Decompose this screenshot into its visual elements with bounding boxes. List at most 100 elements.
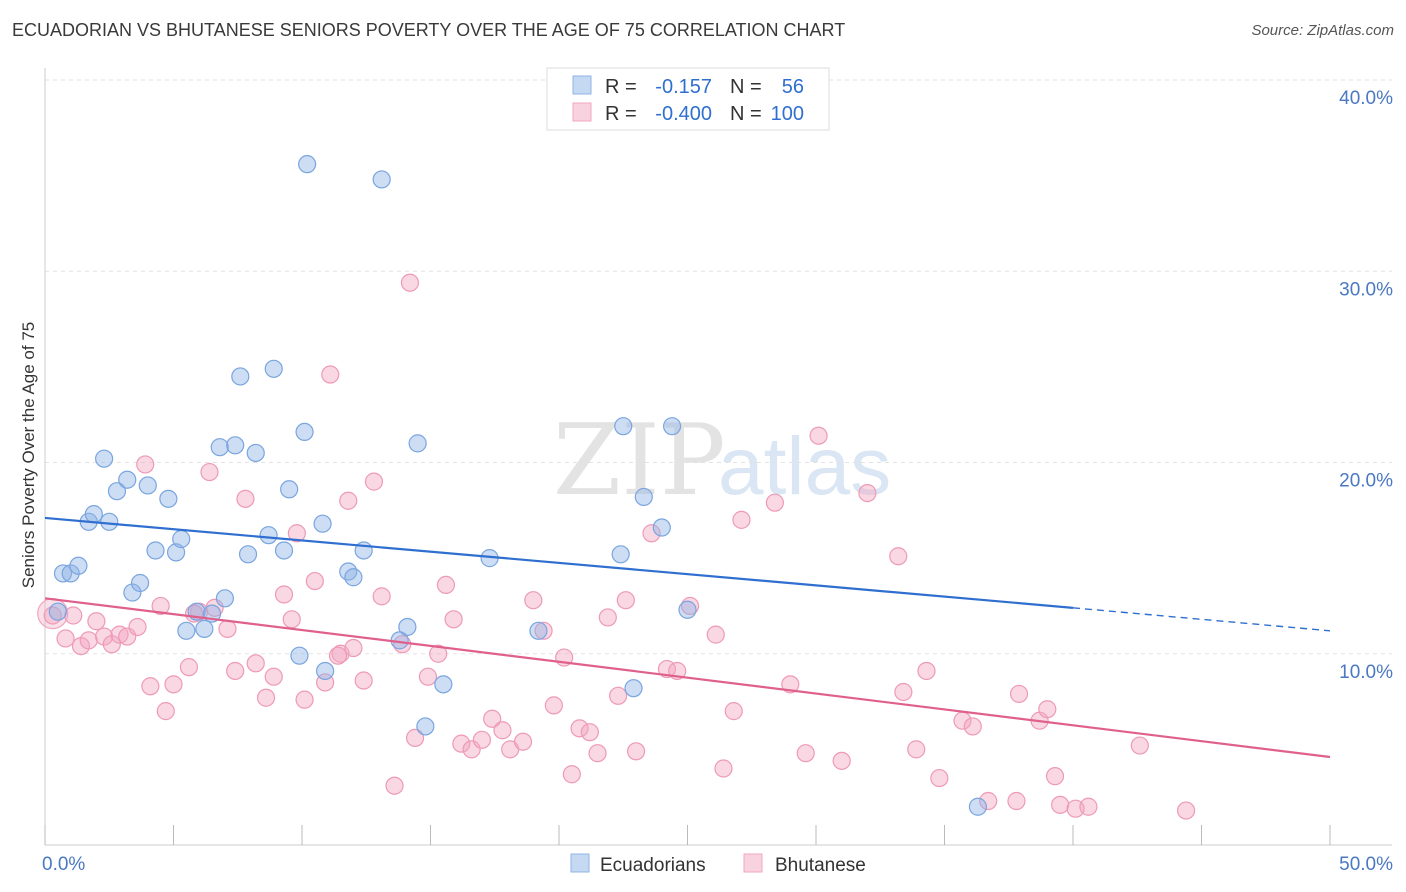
bhutanese-point <box>444 610 463 629</box>
y-tick-labels: 10.0% 20.0% 30.0% 40.0% <box>1339 88 1393 683</box>
ecuadorian-point <box>53 564 73 583</box>
y-tick-label: 10.0% <box>1339 662 1393 683</box>
ecuadorian-point <box>226 436 245 455</box>
ecuadorian-point <box>215 589 234 608</box>
bhutanese-point <box>287 524 306 543</box>
bhutanese-point <box>580 723 599 742</box>
bhutanese-point <box>889 547 908 566</box>
bhutanese-point <box>524 591 543 610</box>
ecuadorian-point <box>138 476 157 495</box>
bhutanese-point <box>328 646 348 665</box>
ecuadorian-point <box>678 600 697 619</box>
bhutanese-point <box>102 635 121 654</box>
bhutanese-point <box>1038 700 1057 719</box>
ecuadorian-point <box>246 443 265 463</box>
legend-bhutanese-n-value: 100 <box>771 103 804 125</box>
ecuadorian-point <box>434 675 453 694</box>
bhutanese-point <box>493 721 512 740</box>
watermark-atlas: atlas <box>718 421 891 512</box>
bhutanese-point <box>236 489 255 508</box>
bhutanese-points <box>37 273 1196 820</box>
bhutanese-point <box>264 667 283 686</box>
ecuadorian-point <box>107 482 127 501</box>
ecuadorian-point <box>280 480 299 499</box>
ecuadorian-point <box>662 417 682 436</box>
bhutanese-point <box>858 484 877 503</box>
source-label: Source: ZipAtlas.com <box>1251 22 1394 39</box>
ecuadorian-point <box>84 505 103 524</box>
ecuadorian-point <box>968 797 988 816</box>
bhutanese-point <box>179 658 199 677</box>
bhutanese-point <box>339 491 358 510</box>
bhutanese-point <box>917 661 936 681</box>
ecuadorian-points <box>48 155 988 816</box>
bhutanese-point <box>295 690 314 709</box>
bhutanese-point <box>732 510 751 529</box>
bhutanese-point <box>321 365 340 384</box>
legend-bottom: Ecuadorians Bhutanese <box>570 853 866 876</box>
bhutanese-point <box>256 688 276 707</box>
bhutanese-point <box>56 629 75 648</box>
ecuadorian-point <box>652 518 671 537</box>
bhutanese-point <box>472 730 491 749</box>
ecuadorian-point <box>210 438 229 457</box>
bhutanese-point <box>570 719 589 738</box>
bhutanese-point <box>1176 801 1196 820</box>
legend-ecuadorians-n-value: 56 <box>782 76 804 98</box>
bhutanese-point <box>151 596 170 616</box>
legend-ecuadorians-swatch <box>572 75 592 95</box>
bhutanese-point <box>1130 736 1149 755</box>
bhutanese-point <box>765 493 784 512</box>
trend-lines <box>44 516 1331 759</box>
bhutanese-point <box>405 728 425 748</box>
legend-bottom-ecuadorians-label: Ecuadorians <box>600 855 706 876</box>
bhutanese-point <box>894 682 913 702</box>
bhutanese-point <box>513 732 533 751</box>
bhutanese-point <box>724 702 743 721</box>
ecuadorian-point <box>146 541 165 560</box>
bhutanese-point <box>436 575 456 595</box>
bhutanese-point <box>354 671 373 690</box>
ecuadorian-point <box>166 543 186 562</box>
bhutanese-point <box>544 696 563 715</box>
axes <box>44 68 1392 846</box>
ecuadorian-point <box>290 646 309 665</box>
legend-box <box>546 67 830 131</box>
bhutanese-point <box>452 734 471 753</box>
ecuadorian-point <box>416 717 435 736</box>
bhutanese-point <box>418 667 438 686</box>
ecuadorian-point <box>634 487 653 507</box>
bhutanese-point <box>1079 797 1098 816</box>
legend-bottom-ecuadorians-swatch <box>570 853 590 873</box>
ecuadorian-point <box>100 512 119 531</box>
bhutanese-point <box>781 675 800 694</box>
ecuadorian-point <box>159 489 178 508</box>
bhutanese-point <box>706 625 725 644</box>
bhutanese-point <box>562 765 581 784</box>
ecuadorians-trend-line <box>44 516 1074 609</box>
bhutanese-point <box>1007 791 1026 811</box>
watermark-zip: ZIP <box>553 404 726 518</box>
bhutanese-point <box>907 740 926 759</box>
legend-ecuadorians-n-label: N = <box>730 76 762 98</box>
bhutanese-point <box>796 744 815 763</box>
ecuadorian-point <box>398 617 417 637</box>
ecuadorian-point <box>123 583 142 602</box>
bhutanese-point <box>79 631 98 650</box>
ecuadorian-point <box>177 621 196 640</box>
bhutanese-point <box>534 621 553 640</box>
bhutanese-point <box>616 591 635 610</box>
legend-top: R = -0.157 N = 56 R = -0.400 N = 100 <box>546 67 830 131</box>
ecuadorian-point <box>313 514 332 533</box>
legend-bhutanese-r-value: -0.400 <box>655 103 712 125</box>
bhutanese-point <box>305 571 324 591</box>
bhutanese-point <box>626 742 646 761</box>
ecuadorian-point <box>231 367 250 386</box>
legend-bhutanese-n-label: N = <box>730 103 762 125</box>
ecuadorian-point <box>61 564 80 583</box>
bhutanese-point <box>218 619 237 638</box>
ecuadorian-point <box>48 602 67 621</box>
bhutanese-point <box>87 612 106 631</box>
bhutanese-point <box>1045 767 1065 786</box>
x-tick-label-max: 50.0% <box>1339 854 1393 875</box>
